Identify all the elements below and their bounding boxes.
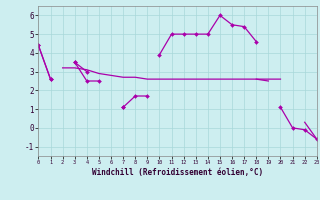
X-axis label: Windchill (Refroidissement éolien,°C): Windchill (Refroidissement éolien,°C) <box>92 168 263 177</box>
